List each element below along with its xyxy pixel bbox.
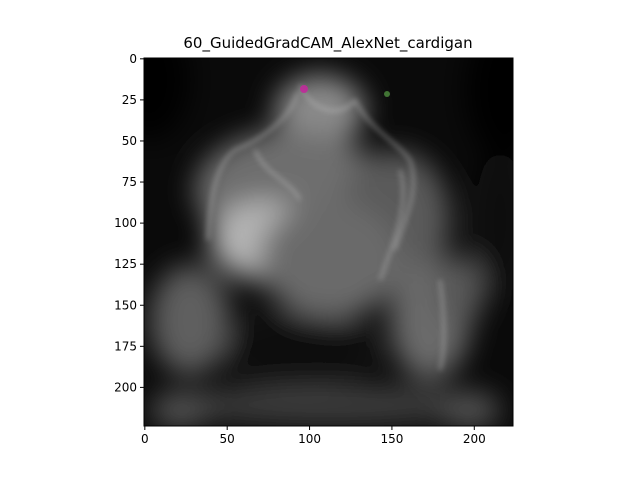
- y-tick-label: 175: [114, 339, 137, 353]
- x-tick-label: 0: [141, 432, 149, 446]
- y-tick-label: 125: [114, 257, 137, 271]
- y-tick-label: 200: [114, 380, 137, 394]
- x-tick-label: 50: [220, 432, 235, 446]
- gradcam-image: [144, 58, 513, 426]
- y-tick-label: 50: [122, 134, 137, 148]
- axes-frame: [143, 57, 514, 427]
- y-tick-label: 0: [129, 52, 137, 66]
- y-axis: 0 25 50 75 100 125 150 175 200: [114, 52, 144, 394]
- x-tick-label: 200: [463, 432, 486, 446]
- y-tick-label: 75: [122, 175, 137, 189]
- y-tick-label: 150: [114, 298, 137, 312]
- y-tick-label: 25: [122, 93, 137, 107]
- chart-title: 60_GuidedGradCAM_AlexNet_cardigan: [183, 34, 472, 53]
- x-tick-label: 150: [380, 432, 403, 446]
- x-axis: 0 50 100 150 200: [141, 426, 486, 446]
- x-tick-label: 100: [298, 432, 321, 446]
- y-tick-label: 100: [114, 216, 137, 230]
